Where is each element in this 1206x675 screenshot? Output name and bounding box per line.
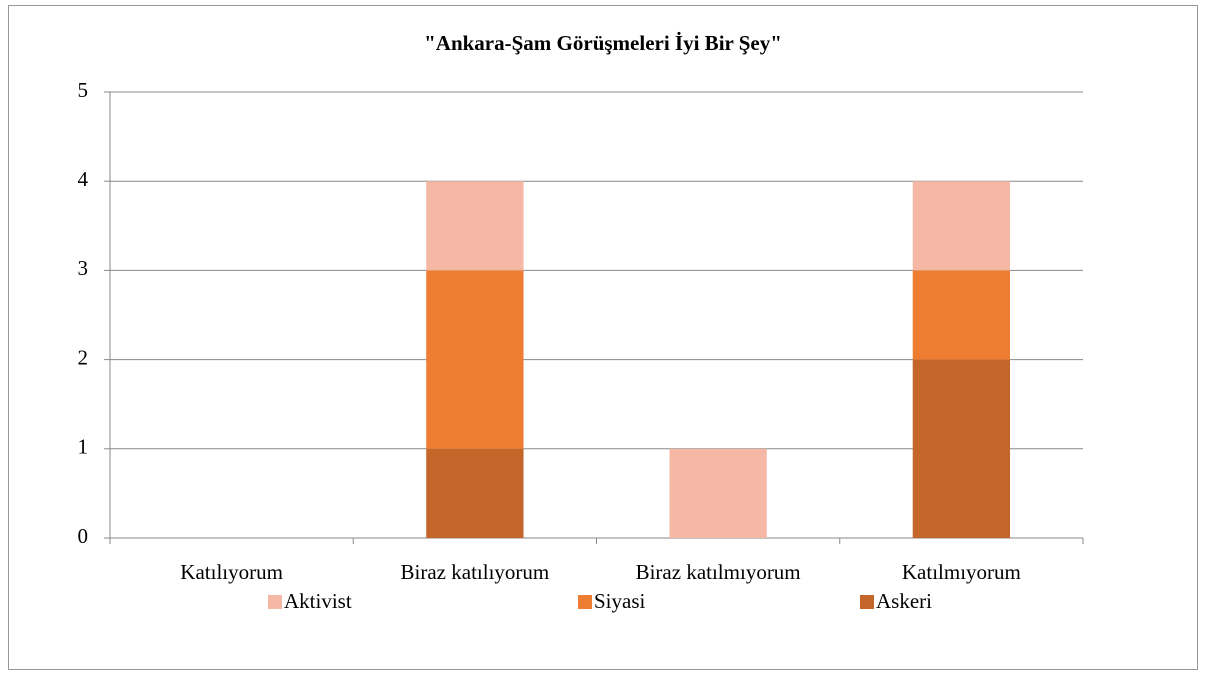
y-tick-label: 1 <box>78 435 89 459</box>
bar-segment <box>669 448 767 538</box>
y-tick-label: 5 <box>78 78 89 102</box>
y-tick-label: 2 <box>78 345 89 369</box>
bar-segment <box>912 181 1011 271</box>
x-tick-label: Katılıyorum <box>180 560 283 584</box>
bar-segment <box>426 448 524 538</box>
bar-segment <box>426 181 524 271</box>
x-tick-label: Katılmıyorum <box>902 560 1021 584</box>
legend-label: Askeri <box>876 589 932 613</box>
bar-segment <box>912 359 1011 538</box>
bar-segment <box>426 270 524 449</box>
bar-segment <box>912 270 1011 360</box>
legend-swatch <box>578 595 592 609</box>
legend-swatch <box>268 595 282 609</box>
y-tick-label: 4 <box>78 167 89 191</box>
chart-title: "Ankara-Şam Görüşmeleri İyi Bir Şey" <box>424 31 782 55</box>
x-tick-label: Biraz katılıyorum <box>401 560 550 584</box>
legend-label: Aktivist <box>284 589 352 613</box>
legend-swatch <box>860 595 874 609</box>
x-tick-label: Biraz katılmıyorum <box>636 560 801 584</box>
y-tick-label: 0 <box>78 524 89 548</box>
legend-label: Siyasi <box>594 589 646 613</box>
y-tick-label: 3 <box>78 256 89 280</box>
